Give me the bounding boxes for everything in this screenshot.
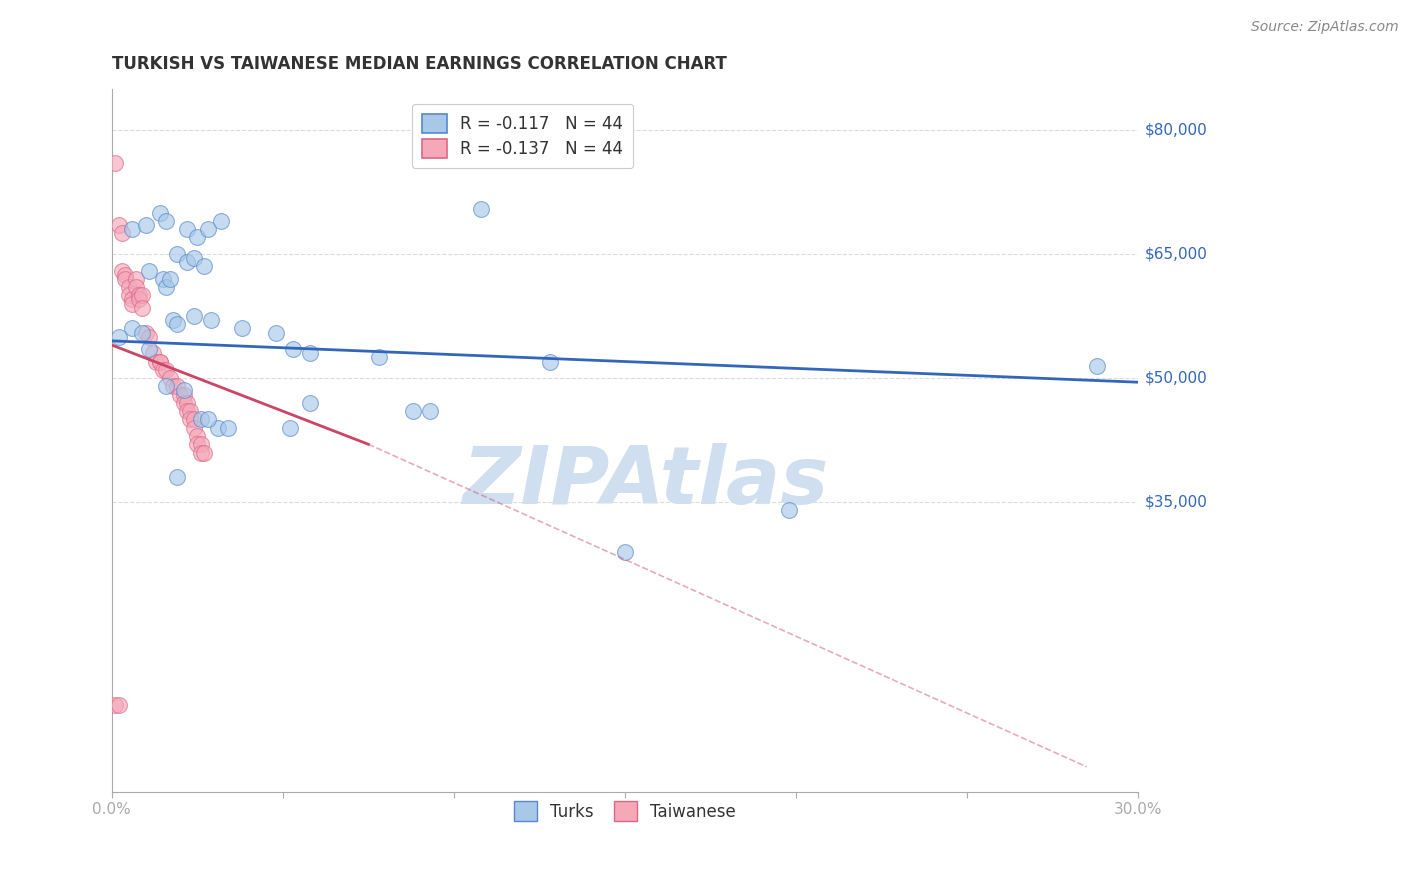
Point <box>128 288 150 302</box>
Point <box>149 205 172 219</box>
Point <box>124 272 146 286</box>
Point <box>135 218 157 232</box>
Point <box>159 371 181 385</box>
Point <box>613 545 636 559</box>
Point <box>207 420 229 434</box>
Point <box>183 412 205 426</box>
Point <box>186 437 208 451</box>
Point <box>152 272 174 286</box>
Point <box>299 396 322 410</box>
Point <box>111 263 134 277</box>
Point <box>121 222 143 236</box>
Point <box>128 293 150 307</box>
Point <box>419 404 441 418</box>
Point <box>152 363 174 377</box>
Point <box>107 329 129 343</box>
Point <box>131 326 153 340</box>
Point <box>470 202 492 216</box>
Text: ZIPAtlas: ZIPAtlas <box>463 443 828 521</box>
Point <box>176 396 198 410</box>
Point <box>159 272 181 286</box>
Point <box>1085 359 1108 373</box>
Point <box>176 255 198 269</box>
Point <box>118 280 141 294</box>
Point <box>402 404 425 418</box>
Text: $35,000: $35,000 <box>1144 495 1208 509</box>
Point <box>193 260 215 274</box>
Point <box>281 342 304 356</box>
Point <box>186 230 208 244</box>
Point <box>135 326 157 340</box>
Point <box>176 222 198 236</box>
Point <box>200 313 222 327</box>
Point <box>155 363 177 377</box>
Point <box>149 354 172 368</box>
Point <box>231 321 253 335</box>
Point <box>145 354 167 368</box>
Point <box>197 412 219 426</box>
Point <box>183 251 205 265</box>
Point <box>131 301 153 315</box>
Point <box>121 321 143 335</box>
Point <box>149 354 172 368</box>
Point <box>118 288 141 302</box>
Point <box>166 379 188 393</box>
Point <box>190 445 212 459</box>
Point <box>104 698 127 712</box>
Point <box>209 214 232 228</box>
Point <box>183 309 205 323</box>
Point <box>778 503 800 517</box>
Point <box>155 214 177 228</box>
Point <box>111 227 134 241</box>
Point <box>114 268 136 282</box>
Point <box>190 412 212 426</box>
Point <box>155 280 177 294</box>
Point <box>186 429 208 443</box>
Point <box>162 379 184 393</box>
Point <box>176 404 198 418</box>
Point <box>299 346 322 360</box>
Point <box>138 263 160 277</box>
Point <box>114 272 136 286</box>
Point <box>190 437 212 451</box>
Point <box>173 387 195 401</box>
Point <box>538 354 561 368</box>
Point <box>197 222 219 236</box>
Point <box>142 346 165 360</box>
Point <box>104 156 127 170</box>
Point <box>264 326 287 340</box>
Text: $80,000: $80,000 <box>1144 122 1208 137</box>
Point <box>173 396 195 410</box>
Point <box>162 313 184 327</box>
Point <box>173 384 195 398</box>
Text: Source: ZipAtlas.com: Source: ZipAtlas.com <box>1251 20 1399 34</box>
Point <box>121 293 143 307</box>
Point <box>193 445 215 459</box>
Point <box>278 420 301 434</box>
Point <box>166 247 188 261</box>
Point <box>169 387 191 401</box>
Point <box>217 420 239 434</box>
Point <box>179 404 201 418</box>
Point <box>183 420 205 434</box>
Text: $50,000: $50,000 <box>1144 370 1208 385</box>
Point <box>179 412 201 426</box>
Point <box>138 329 160 343</box>
Point <box>138 342 160 356</box>
Point <box>107 218 129 232</box>
Point <box>166 318 188 332</box>
Point <box>124 280 146 294</box>
Text: $65,000: $65,000 <box>1144 246 1208 261</box>
Point <box>155 379 177 393</box>
Point <box>166 470 188 484</box>
Legend: Turks, Taiwanese: Turks, Taiwanese <box>505 793 745 829</box>
Point <box>367 351 389 365</box>
Text: TURKISH VS TAIWANESE MEDIAN EARNINGS CORRELATION CHART: TURKISH VS TAIWANESE MEDIAN EARNINGS COR… <box>111 55 727 73</box>
Point <box>107 698 129 712</box>
Point <box>131 288 153 302</box>
Point <box>121 296 143 310</box>
